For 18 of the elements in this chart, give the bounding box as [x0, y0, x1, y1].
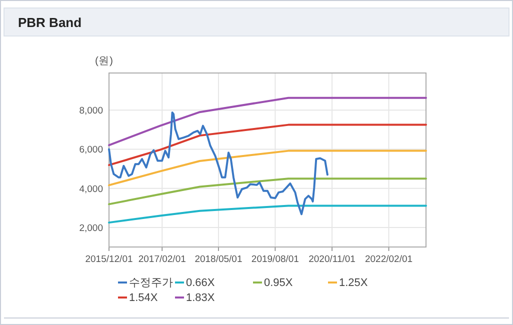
x-tick-label: 2020/11/01 — [308, 254, 356, 265]
x-tick-label: 2022/02/01 — [364, 254, 413, 265]
x-tick-label: 2017/02/01 — [138, 254, 186, 265]
chart-title: PBR Band — [18, 15, 82, 30]
legend-label: 수정주가 — [129, 277, 173, 289]
x-tick-label: 2015/12/01 — [85, 254, 133, 265]
x-tick-label: 2018/05/01 — [194, 254, 242, 265]
legend-label: 1.83X — [186, 292, 216, 304]
y-tick-label: 6,000 — [79, 144, 103, 156]
y-tick-label: 8,000 — [79, 106, 103, 117]
legend-label: 0.95X — [264, 277, 294, 289]
y-tick-label: 2,000 — [79, 222, 103, 234]
legend-label: 1.25X — [339, 277, 368, 289]
y-tick-label: 4,000 — [79, 184, 103, 195]
x-tick-label: 2019/08/01 — [251, 254, 299, 265]
y-axis-title: (원) — [95, 55, 113, 67]
legend-label: 1.54X — [129, 292, 158, 304]
legend-label: 0.66X — [186, 277, 216, 289]
